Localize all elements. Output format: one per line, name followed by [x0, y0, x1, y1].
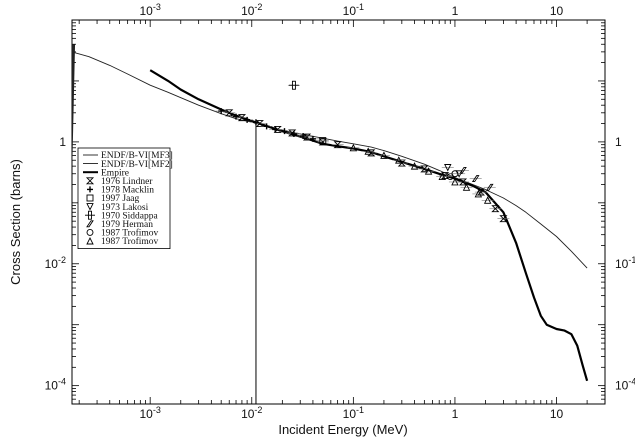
legend-label: 1987 Trofimov	[101, 236, 159, 247]
data-point-slash	[471, 175, 480, 183]
data-point-hourglass	[225, 109, 234, 117]
data-point-plus	[218, 108, 225, 115]
data-point-triangle-up	[483, 196, 492, 204]
data-point-hourglass	[420, 165, 429, 173]
data-point-hourglass	[476, 188, 485, 196]
data-point-hourglass	[491, 205, 500, 213]
ticks-layer: 10-3 10-3 10-2 10-2 10-1 10-1 1 1 10 10 10-4 10-2 1 1…	[45, 2, 635, 421]
data-point-circle	[451, 170, 459, 178]
x-tick-label-bottom: 10	[550, 407, 564, 421]
data-point-triangle-up	[395, 156, 403, 164]
y-tick-label-left: 10-4	[45, 377, 66, 393]
y-tick-label-right: 10-1	[615, 255, 635, 271]
data-point-plus	[233, 113, 240, 120]
scatter-layer	[215, 80, 510, 223]
data-point-triangle-up	[451, 177, 459, 186]
data-point-plus	[244, 116, 251, 123]
y-axis-title: Cross Section (barns)	[8, 159, 23, 285]
data-point-triangle-up	[462, 183, 471, 191]
series-line-endf-b-vi-mf2	[72, 44, 76, 161]
x-tick-label-top: 10-1	[343, 2, 364, 18]
y-tick-label-right: 1	[615, 135, 622, 149]
data-point-triangle-up	[438, 172, 446, 180]
data-point-plus	[300, 132, 307, 139]
legend-marker-hourglass	[85, 177, 95, 185]
legend-label: 1978 Macklin	[101, 186, 154, 196]
data-point-hourglass	[302, 133, 312, 141]
legend-label: 1997 Jaag	[101, 194, 140, 204]
data-point-triangle-down	[444, 164, 452, 172]
x-tick-label-bottom: 10-1	[343, 405, 364, 421]
data-point-triangle-up	[380, 151, 388, 159]
data-point-plus	[263, 123, 270, 130]
data-point-hourglass	[318, 138, 327, 146]
legend-marker-square	[86, 194, 94, 202]
x-tick-label-top: 1	[452, 4, 459, 18]
data-point-slash	[459, 166, 467, 174]
data-point-hourglass	[499, 215, 508, 223]
legend-label: Empire	[101, 168, 129, 178]
series-line-endf-b-vi-mf3	[72, 51, 588, 269]
data-point-slash	[485, 183, 494, 191]
x-tick-label-top: 10-2	[241, 2, 262, 18]
legend-label: 1979 Herman	[101, 220, 153, 230]
data-point-hourglass	[458, 178, 468, 186]
legend-label: 1987 Trofimov	[101, 228, 159, 239]
x-tick-label-bottom: 10-3	[139, 405, 160, 421]
x-axis-title: Incident Energy (MeV)	[278, 422, 407, 437]
data-point-hourglass	[237, 114, 247, 122]
x-tick-label-top: 10-3	[139, 2, 160, 18]
data-point-hourglass	[333, 141, 342, 149]
data-point-hourglass	[367, 149, 376, 157]
data-point-plus	[290, 130, 297, 137]
data-point-triangle-up	[349, 143, 358, 152]
data-point-hourglass	[255, 120, 264, 127]
data-point-plus	[309, 135, 316, 142]
data-point-triangle-up	[410, 162, 419, 170]
legend-label: 1973 Lakosi	[101, 203, 149, 213]
legend-marker-circle	[86, 228, 94, 236]
legend-label: 1976 Lindner	[101, 177, 153, 187]
legend-label: ENDF/B-VI[MF3]	[101, 151, 173, 161]
y-tick-label-right: 10-4	[615, 377, 635, 393]
data-point-triangle-up	[364, 147, 372, 155]
x-tick-label-bottom: 10-2	[241, 405, 262, 421]
legend-marker-bar	[85, 210, 95, 220]
legend-label: ENDF/B-VI[MF2]	[101, 160, 173, 170]
data-point-plus	[252, 119, 259, 126]
legend-marker-slash	[86, 220, 94, 228]
x-tick-label-bottom: 1	[452, 407, 459, 421]
legend-marker-triangle-down	[86, 203, 94, 211]
data-point-square	[319, 137, 327, 145]
data-point-triangle-up	[474, 189, 483, 198]
x-tick-label-top: 10	[550, 4, 564, 18]
legend-marker-triangle-up	[86, 236, 94, 245]
y-tick-label-left: 10-2	[45, 255, 66, 271]
legend-label: 1970 Siddappa	[101, 211, 159, 221]
data-point-triangle-up	[424, 167, 433, 175]
legend-marker-plus	[87, 186, 93, 193]
data-point-plus	[281, 128, 288, 135]
data-point-plus	[272, 126, 279, 133]
data-point-bar	[288, 80, 299, 90]
y-tick-label-left: 1	[59, 135, 66, 149]
